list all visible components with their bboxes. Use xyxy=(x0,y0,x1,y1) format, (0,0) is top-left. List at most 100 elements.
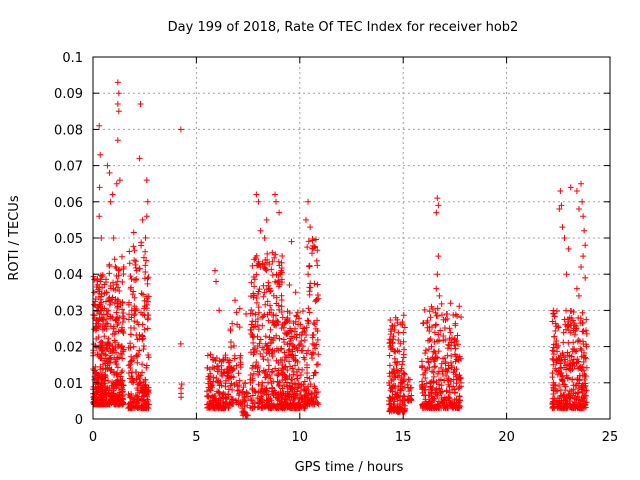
data-point xyxy=(104,362,111,369)
data-point xyxy=(268,404,275,411)
data-point xyxy=(310,331,317,338)
data-point xyxy=(283,319,290,326)
data-point xyxy=(117,373,124,380)
data-point xyxy=(306,288,313,295)
data-point xyxy=(275,360,282,367)
data-point xyxy=(144,275,151,282)
data-point xyxy=(296,332,303,339)
data-point xyxy=(127,344,134,351)
data-point xyxy=(255,381,262,388)
data-point xyxy=(578,396,585,403)
data-point xyxy=(91,393,98,400)
data-point xyxy=(454,313,461,320)
data-point xyxy=(580,359,587,366)
data-point xyxy=(103,344,110,351)
data-point xyxy=(579,198,586,205)
data-point xyxy=(433,312,440,319)
data-point xyxy=(305,347,312,354)
data-point xyxy=(235,401,242,408)
data-point xyxy=(432,363,439,370)
data-point xyxy=(582,355,589,362)
data-point xyxy=(251,283,258,290)
data-point xyxy=(119,355,126,362)
axis-ticks xyxy=(92,56,611,420)
data-point xyxy=(116,288,123,295)
data-point xyxy=(269,249,276,256)
data-point xyxy=(262,374,269,381)
data-point xyxy=(114,321,121,328)
data-point xyxy=(559,374,566,381)
data-point xyxy=(575,337,582,344)
data-point xyxy=(139,361,146,368)
data-point xyxy=(578,347,585,354)
data-point xyxy=(573,325,580,332)
data-point xyxy=(140,291,147,298)
data-point xyxy=(128,307,135,314)
data-point xyxy=(133,267,140,274)
data-point xyxy=(303,332,310,339)
data-point xyxy=(286,382,293,389)
data-point xyxy=(257,350,264,357)
data-point xyxy=(309,245,316,252)
data-point xyxy=(253,347,260,354)
data-point xyxy=(553,337,560,344)
data-point xyxy=(391,370,398,377)
data-point xyxy=(95,303,102,310)
data-point xyxy=(389,340,396,347)
data-point xyxy=(269,319,276,326)
data-point xyxy=(395,405,402,412)
data-point xyxy=(269,272,276,279)
data-point xyxy=(108,366,115,373)
data-point xyxy=(580,253,587,260)
x-tick-label: 0 xyxy=(89,430,97,445)
data-point xyxy=(422,404,429,411)
data-point xyxy=(126,361,133,368)
data-point xyxy=(269,258,276,265)
data-point xyxy=(578,353,585,360)
data-point xyxy=(577,363,584,370)
data-point xyxy=(444,345,451,352)
y-axis-label: ROTI / TECUs xyxy=(7,195,22,280)
data-point xyxy=(145,293,152,300)
data-point xyxy=(569,376,576,383)
data-point xyxy=(404,381,411,388)
data-point xyxy=(104,320,111,327)
data-point xyxy=(578,180,585,187)
data-point xyxy=(399,361,406,368)
data-point xyxy=(248,321,255,328)
data-point xyxy=(255,198,262,205)
data-point xyxy=(99,284,106,291)
data-point xyxy=(284,401,291,408)
data-point xyxy=(582,373,589,380)
data-point xyxy=(247,349,254,356)
data-point xyxy=(271,191,278,198)
data-point xyxy=(300,354,307,361)
data-point xyxy=(126,311,133,318)
data-point xyxy=(131,294,138,301)
data-point xyxy=(448,402,455,409)
data-point xyxy=(235,370,242,377)
data-point xyxy=(97,324,104,331)
data-point xyxy=(128,394,135,401)
data-point xyxy=(178,381,185,388)
data-point xyxy=(106,396,113,403)
data-point xyxy=(268,369,275,376)
data-point xyxy=(133,275,140,282)
data-point xyxy=(299,396,306,403)
data-point xyxy=(259,379,266,386)
data-point xyxy=(111,256,118,263)
data-point xyxy=(575,292,582,299)
data-point xyxy=(216,357,223,364)
data-point xyxy=(398,365,405,372)
data-point xyxy=(104,162,111,169)
data-point xyxy=(134,359,141,366)
data-point xyxy=(104,400,111,407)
data-point xyxy=(97,401,104,408)
data-point xyxy=(432,309,439,316)
data-point xyxy=(294,388,301,395)
data-point xyxy=(235,392,242,399)
data-point xyxy=(447,300,454,307)
data-point xyxy=(452,371,459,378)
data-point xyxy=(257,336,264,343)
data-point xyxy=(252,311,259,318)
